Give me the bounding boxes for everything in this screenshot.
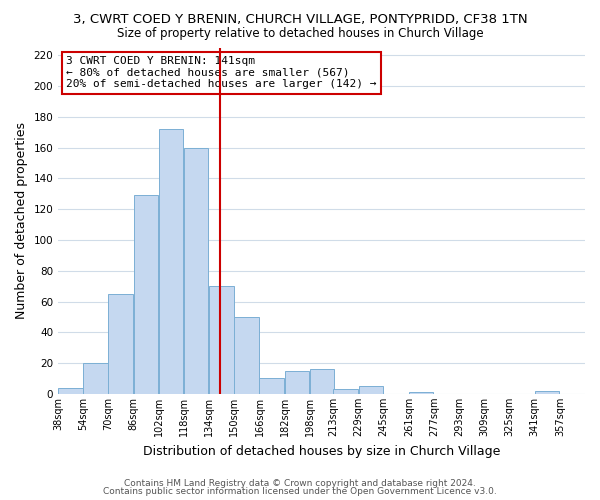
Bar (134, 196, 158, 394)
Bar (359, 386, 383, 394)
Bar (284, 371, 309, 394)
Bar (235, 317, 259, 394)
Bar (109, 294, 133, 394)
X-axis label: Distribution of detached houses by size in Church Village: Distribution of detached houses by size … (143, 444, 500, 458)
Text: Contains public sector information licensed under the Open Government Licence v3: Contains public sector information licen… (103, 487, 497, 496)
Bar (209, 286, 233, 394)
Text: 3, CWRT COED Y BRENIN, CHURCH VILLAGE, PONTYPRIDD, CF38 1TN: 3, CWRT COED Y BRENIN, CHURCH VILLAGE, P… (73, 12, 527, 26)
Y-axis label: Number of detached properties: Number of detached properties (15, 122, 28, 319)
Bar (259, 378, 284, 394)
Bar (58, 388, 83, 394)
Bar (334, 390, 358, 394)
Bar (409, 392, 433, 394)
Bar (184, 148, 208, 394)
Bar (535, 391, 559, 394)
Bar (310, 370, 334, 394)
Text: Contains HM Land Registry data © Crown copyright and database right 2024.: Contains HM Land Registry data © Crown c… (124, 478, 476, 488)
Bar (159, 129, 183, 394)
Text: Size of property relative to detached houses in Church Village: Size of property relative to detached ho… (116, 28, 484, 40)
Text: 3 CWRT COED Y BRENIN: 141sqm
← 80% of detached houses are smaller (567)
20% of s: 3 CWRT COED Y BRENIN: 141sqm ← 80% of de… (66, 56, 377, 90)
Bar (83, 363, 108, 394)
